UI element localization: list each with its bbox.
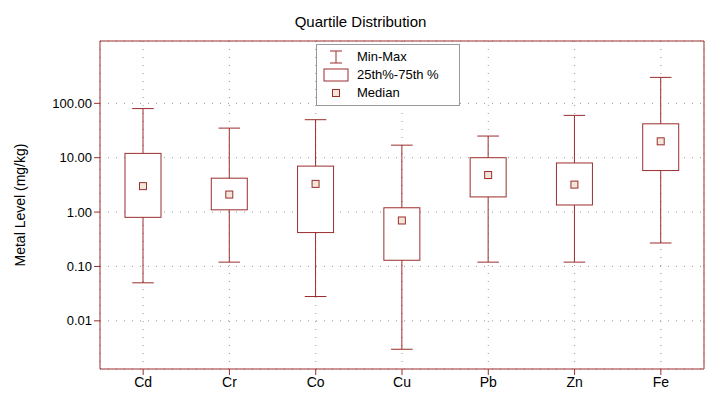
html-text:Quartile Distribution: Quartile Distribution xyxy=(294,13,427,30)
svg-text:0.01: 0.01 xyxy=(67,313,92,328)
svg-text:1.00: 1.00 xyxy=(67,205,92,220)
html-text:Median: Median xyxy=(357,85,400,100)
svg-text:100.00: 100.00 xyxy=(52,96,92,111)
html-text:25th%-75th %: 25th%-75th % xyxy=(357,67,439,82)
svg-text:0.10: 0.10 xyxy=(67,259,92,274)
svg-text:Metal Level (mg/kg): Metal Level (mg/kg) xyxy=(12,144,28,267)
svg-text:Cu: Cu xyxy=(393,374,411,390)
svg-text:Co: Co xyxy=(307,374,325,390)
svg-text:10.00: 10.00 xyxy=(59,150,92,165)
svg-text:Cr: Cr xyxy=(222,374,237,390)
svg-text:Pb: Pb xyxy=(480,374,497,390)
svg-text:Zn: Zn xyxy=(566,374,582,390)
html-text:Min-Max: Min-Max xyxy=(357,49,407,64)
svg-text:Cd: Cd xyxy=(134,374,152,390)
svg-text:Fe: Fe xyxy=(653,374,670,390)
